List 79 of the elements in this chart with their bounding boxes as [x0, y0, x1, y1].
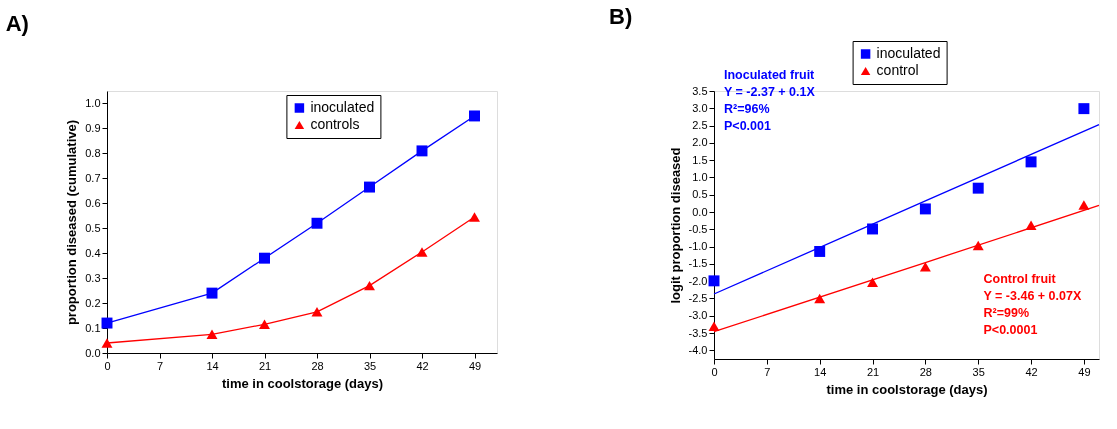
legend-label: inoculated — [310, 99, 375, 115]
y-tick-label: 1.5 — [692, 153, 708, 166]
x-tick-label: 0 — [711, 365, 718, 378]
point — [101, 317, 113, 329]
y-tick-label: 1.0 — [692, 170, 708, 183]
x-axis-title: time in coolstorage (days) — [221, 375, 384, 391]
point — [708, 321, 720, 331]
y-tick-label: 0.5 — [85, 221, 101, 234]
y-tick-label: 2.0 — [692, 136, 708, 149]
point — [364, 181, 375, 193]
point — [1078, 103, 1090, 115]
x-tick-label: 14 — [814, 365, 827, 378]
point — [469, 110, 480, 122]
x-tick-label: 35 — [972, 365, 985, 378]
point — [867, 223, 879, 235]
y-tick-label: 0.5 — [692, 188, 708, 201]
y-tick-label: -2.5 — [688, 291, 708, 304]
x-tick-label: 35 — [363, 359, 377, 372]
point — [311, 307, 323, 317]
y-tick-label: -1.5 — [688, 257, 708, 270]
x-tick-label: 14 — [206, 359, 219, 372]
y-tick-label: -1.0 — [688, 240, 708, 253]
y-tick-label: 0.4 — [85, 246, 101, 259]
x-tick-label: 49 — [468, 359, 482, 372]
y-tick-label: 0.0 — [85, 346, 101, 359]
x-tick-label: 49 — [1078, 365, 1091, 378]
point — [259, 319, 270, 330]
annotation: Control fruit Y = -3.46 + 0.07X R²=99% P<0.0001 — [983, 272, 1082, 338]
legend-label: inoculated — [876, 45, 941, 61]
chart-title: A) — [5, 11, 29, 36]
y-tick-label: -4.0 — [688, 343, 708, 356]
point — [867, 277, 879, 287]
y-axis-title: logit proportion diseased — [667, 147, 683, 304]
y-tick-label: 0.6 — [85, 196, 101, 209]
point — [206, 287, 218, 299]
legend-label: controls — [310, 116, 360, 132]
y-tick-label: 0.7 — [85, 171, 101, 184]
y-tick-label: 0.9 — [85, 121, 101, 134]
y-tick-label: -3.5 — [688, 326, 708, 339]
point — [416, 247, 428, 257]
chart-title: B) — [609, 3, 633, 29]
point — [972, 182, 984, 194]
y-axis-title: proportion diseased (cumulative) — [64, 119, 80, 326]
x-tick-label: 7 — [764, 365, 771, 378]
x-tick-label: 21 — [258, 359, 272, 372]
x-tick-label: 28 — [919, 365, 932, 378]
point — [364, 280, 375, 291]
point — [1078, 200, 1090, 210]
y-tick-label: 3.0 — [692, 101, 708, 114]
y-tick-label: 2.5 — [692, 119, 708, 132]
x-tick-label: 7 — [156, 359, 164, 372]
point — [708, 275, 720, 287]
point — [206, 329, 218, 340]
y-tick-label: -0.5 — [688, 222, 708, 235]
point — [919, 203, 931, 215]
x-tick-label: 42 — [1025, 365, 1038, 378]
x-axis-title: time in coolstorage (days) — [826, 381, 988, 397]
point — [311, 217, 323, 229]
y-tick-label: 0.8 — [85, 146, 101, 159]
point — [259, 252, 270, 264]
x-tick-label: 28 — [311, 359, 324, 372]
x-tick-label: 42 — [416, 359, 429, 372]
y-tick-label: 0.2 — [85, 296, 101, 309]
y-tick-label: -2.0 — [688, 274, 708, 287]
x-tick-label: 21 — [866, 365, 880, 378]
y-tick-label: 3.5 — [692, 84, 708, 97]
y-tick-label: 1.0 — [85, 96, 101, 109]
x-tick-label: 0 — [104, 359, 111, 372]
annotation: Inoculated fruit Y = -2.37 + 0.1X R²=96% P<0.001 — [724, 68, 816, 133]
y-tick-label: 0.0 — [692, 205, 708, 218]
point — [814, 245, 826, 257]
y-tick-label: 0.3 — [85, 271, 101, 284]
point — [101, 338, 113, 348]
point — [1025, 156, 1037, 168]
y-tick-label: -3.0 — [688, 309, 708, 322]
y-tick-label: 0.1 — [85, 321, 101, 334]
legend-label: control — [876, 62, 919, 78]
point — [469, 212, 480, 222]
point — [416, 145, 428, 157]
